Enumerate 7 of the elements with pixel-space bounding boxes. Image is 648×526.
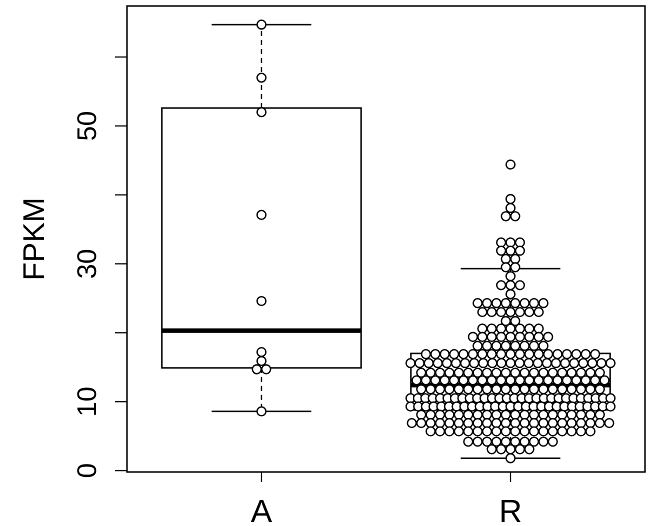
y-tick-label: 50: [72, 110, 102, 141]
x-tick-label: A: [250, 493, 273, 526]
y-axis-title: FPKM: [18, 197, 51, 281]
y-tick-label: 10: [72, 386, 102, 417]
y-tick-label: 0: [72, 463, 102, 478]
y-tick-label: 30: [72, 248, 102, 279]
x-tick-label: R: [498, 493, 522, 526]
